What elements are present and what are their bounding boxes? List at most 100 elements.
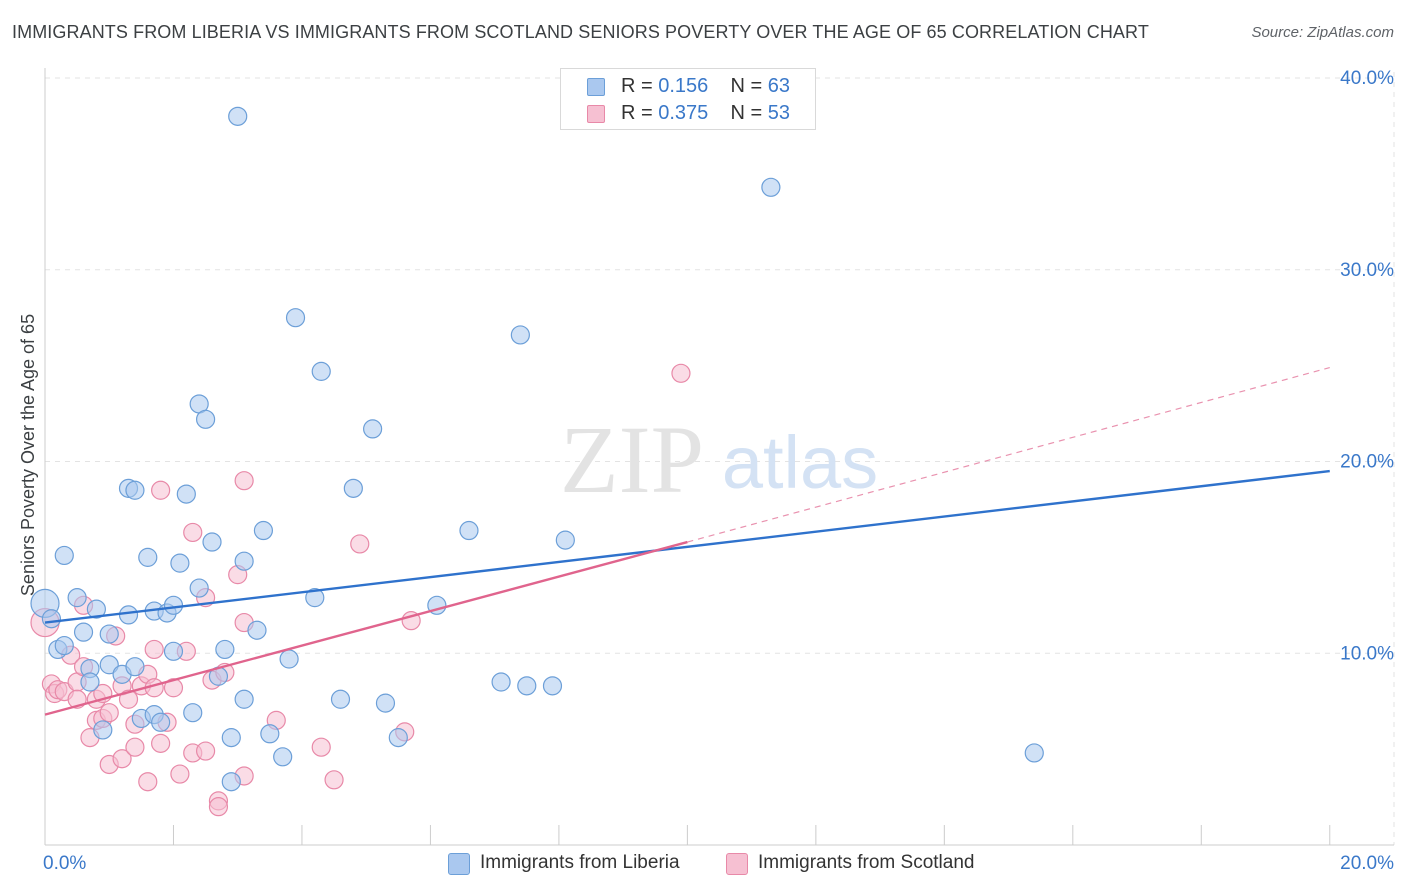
liberia-point bbox=[151, 712, 171, 732]
liberia-point bbox=[761, 177, 781, 197]
liberia-point bbox=[54, 635, 74, 656]
liberia-point bbox=[343, 478, 363, 498]
liberia-point bbox=[279, 649, 299, 669]
scotland-point bbox=[195, 741, 216, 761]
liberia-point bbox=[176, 484, 196, 504]
liberia-point bbox=[228, 106, 248, 126]
chart-title: IMMIGRANTS FROM LIBERIA VS IMMIGRANTS FR… bbox=[12, 22, 1149, 42]
liberia-point bbox=[375, 693, 396, 713]
liberia-trend-line bbox=[44, 469, 1330, 624]
axes bbox=[44, 68, 1394, 846]
liberia-point bbox=[285, 308, 306, 328]
scotland-point bbox=[118, 689, 139, 709]
scotland-point bbox=[234, 471, 254, 491]
legend-n-label: N = bbox=[730, 102, 768, 124]
liberia-point bbox=[99, 655, 119, 675]
legend-r-label: R = bbox=[621, 102, 659, 124]
scotland-point bbox=[163, 678, 184, 698]
liberia-point bbox=[510, 325, 530, 345]
legend-r-value-scotland: 0.375 bbox=[658, 102, 709, 124]
trend-lines bbox=[44, 366, 1330, 716]
liberia-point bbox=[80, 672, 100, 692]
scotland-point bbox=[99, 703, 119, 723]
liberia-point bbox=[260, 724, 280, 744]
liberia-point bbox=[163, 595, 184, 615]
y-tick-label: 30.0% bbox=[1340, 260, 1394, 281]
scotland-point bbox=[138, 772, 158, 792]
bottom-legend-swatch-scotland bbox=[726, 853, 748, 875]
scotland-point bbox=[170, 764, 190, 784]
liberia-point bbox=[221, 772, 241, 792]
liberia-point bbox=[163, 641, 184, 661]
liberia-point bbox=[170, 553, 190, 573]
liberia-point bbox=[330, 689, 351, 709]
liberia-point bbox=[41, 609, 62, 629]
axis-labels: 10.0% 20.0% 30.0% 40.0% 0.0% 20.0% bbox=[43, 68, 1394, 874]
x-tick-label-min: 0.0% bbox=[43, 853, 86, 874]
legend-swatch-liberia bbox=[587, 78, 605, 96]
scotland-point bbox=[112, 749, 132, 769]
liberia-point bbox=[363, 419, 383, 439]
bottom-legend-label-liberia: Immigrants from Liberia bbox=[480, 852, 680, 873]
liberia-point bbox=[73, 622, 94, 642]
liberia-point bbox=[138, 547, 158, 567]
y-axis-title: Seniors Poverty Over the Age of 65 bbox=[18, 314, 38, 596]
legend-n-value-scotland: 53 bbox=[767, 102, 791, 124]
watermark: ZIP atlas bbox=[560, 406, 878, 513]
liberia-point bbox=[273, 747, 293, 767]
liberia-point bbox=[517, 676, 537, 696]
liberia-point bbox=[215, 639, 235, 660]
liberia-point bbox=[388, 728, 408, 748]
scotland-point bbox=[183, 522, 203, 543]
liberia-point bbox=[459, 520, 479, 541]
liberia-point bbox=[202, 532, 222, 552]
liberia-point bbox=[247, 620, 267, 640]
liberia-point bbox=[125, 480, 145, 500]
scotland-point bbox=[151, 733, 171, 753]
legend-r-value-liberia: 0.156 bbox=[658, 75, 709, 97]
liberia-point bbox=[93, 720, 113, 740]
liberia-point bbox=[305, 588, 325, 608]
scotland-point bbox=[311, 737, 331, 757]
liberia-point bbox=[221, 728, 241, 748]
y-tick-label: 40.0% bbox=[1340, 68, 1394, 89]
liberia-point bbox=[183, 703, 203, 723]
bottom-legend-swatch-liberia bbox=[448, 853, 470, 875]
liberia-point bbox=[118, 605, 139, 625]
liberia-point bbox=[125, 657, 145, 677]
liberia-point bbox=[99, 624, 119, 644]
correlation-legend: R = 0.156 N = 63 R = 0.375 N = 53 bbox=[560, 68, 816, 130]
scotland-point bbox=[125, 737, 145, 757]
y-tick-label: 10.0% bbox=[1340, 643, 1394, 664]
liberia-point bbox=[234, 689, 254, 709]
scotland-point bbox=[671, 363, 691, 383]
bottom-legend-label-scotland: Immigrants from Scotland bbox=[758, 852, 975, 873]
liberia-point bbox=[67, 588, 87, 608]
scotland-point bbox=[324, 770, 344, 790]
liberia-point bbox=[189, 578, 209, 598]
legend-n-label: N = bbox=[730, 75, 768, 97]
scotland-trend-line bbox=[44, 540, 688, 716]
liberia-point bbox=[86, 599, 106, 619]
legend-swatch-scotland bbox=[587, 105, 605, 123]
liberia-point bbox=[195, 409, 216, 429]
liberia-point bbox=[491, 672, 511, 692]
x-tick-label-max: 20.0% bbox=[1340, 853, 1394, 874]
watermark-atlas: atlas bbox=[722, 421, 878, 504]
legend-n-value-liberia: 63 bbox=[767, 75, 791, 97]
gridlines bbox=[45, 72, 1395, 845]
series-liberia-points bbox=[30, 106, 1044, 792]
liberia-point bbox=[1024, 743, 1044, 763]
watermark-zip: ZIP bbox=[560, 406, 704, 513]
scotland-point bbox=[208, 797, 229, 817]
scotland-point bbox=[144, 639, 164, 660]
liberia-point bbox=[54, 545, 74, 566]
scotland-point bbox=[350, 534, 370, 554]
liberia-point bbox=[311, 361, 331, 381]
liberia-point bbox=[542, 676, 563, 696]
legend-r-label: R = bbox=[621, 75, 659, 97]
source-credit: Source: ZipAtlas.com bbox=[1251, 24, 1394, 41]
liberia-point bbox=[234, 551, 254, 571]
liberia-point bbox=[253, 520, 274, 541]
